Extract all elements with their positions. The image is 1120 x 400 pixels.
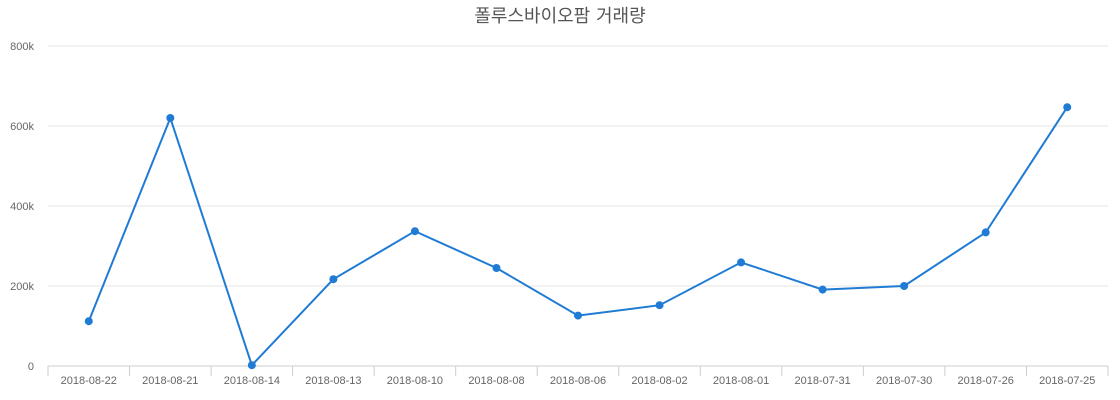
data-point[interactable] bbox=[818, 285, 827, 294]
series-line bbox=[87, 106, 1069, 368]
y-tick-label: 800k bbox=[10, 41, 34, 53]
x-tick-label: 2018-08-08 bbox=[468, 375, 524, 387]
x-tick-label: 2018-08-10 bbox=[387, 375, 443, 387]
x-tick-label: 2018-07-30 bbox=[876, 375, 932, 387]
data-point[interactable] bbox=[737, 258, 746, 267]
y-tick-label: 0 bbox=[28, 361, 34, 373]
series-group bbox=[84, 103, 1072, 370]
data-point[interactable] bbox=[900, 282, 909, 290]
data-point[interactable] bbox=[492, 264, 501, 272]
data-point[interactable] bbox=[655, 301, 664, 310]
y-tick-label: 200k bbox=[10, 281, 34, 293]
chart-title: 폴루스바이오팜 거래량 bbox=[474, 6, 645, 27]
data-point[interactable] bbox=[84, 317, 93, 326]
y-tick-label: 600k bbox=[10, 121, 34, 133]
x-tick-label: 2018-08-02 bbox=[631, 375, 687, 387]
x-tick-label: 2018-07-25 bbox=[1039, 375, 1095, 387]
data-point[interactable] bbox=[247, 361, 256, 370]
data-point[interactable] bbox=[410, 227, 419, 236]
x-tick-label: 2018-08-22 bbox=[61, 375, 117, 387]
data-point[interactable] bbox=[574, 311, 582, 320]
data-point[interactable] bbox=[329, 275, 338, 284]
data-point[interactable] bbox=[981, 228, 990, 237]
x-axis-ticks: 2018-08-22 2018-08-21 2018-08-14 2018-08-13… bbox=[61, 375, 1096, 387]
gridlines bbox=[48, 45, 1108, 287]
x-tick-label: 2018-07-31 bbox=[794, 375, 850, 387]
y-axis-ticks: 0 200k 400k 600k 800k bbox=[10, 41, 34, 373]
y-tick-label: 400k bbox=[10, 201, 34, 213]
x-tick-label: 2018-08-14 bbox=[224, 375, 280, 387]
x-tick-label: 2018-08-13 bbox=[305, 375, 361, 387]
x-tick-label: 2018-08-21 bbox=[142, 375, 198, 387]
x-tick-label: 2018-08-06 bbox=[550, 375, 606, 387]
x-tick-label: 2018-07-26 bbox=[958, 375, 1014, 387]
x-axis bbox=[47, 365, 1109, 376]
x-tick-label: 2018-08-01 bbox=[713, 375, 769, 387]
data-point[interactable] bbox=[1063, 103, 1072, 112]
data-point[interactable] bbox=[166, 114, 175, 122]
